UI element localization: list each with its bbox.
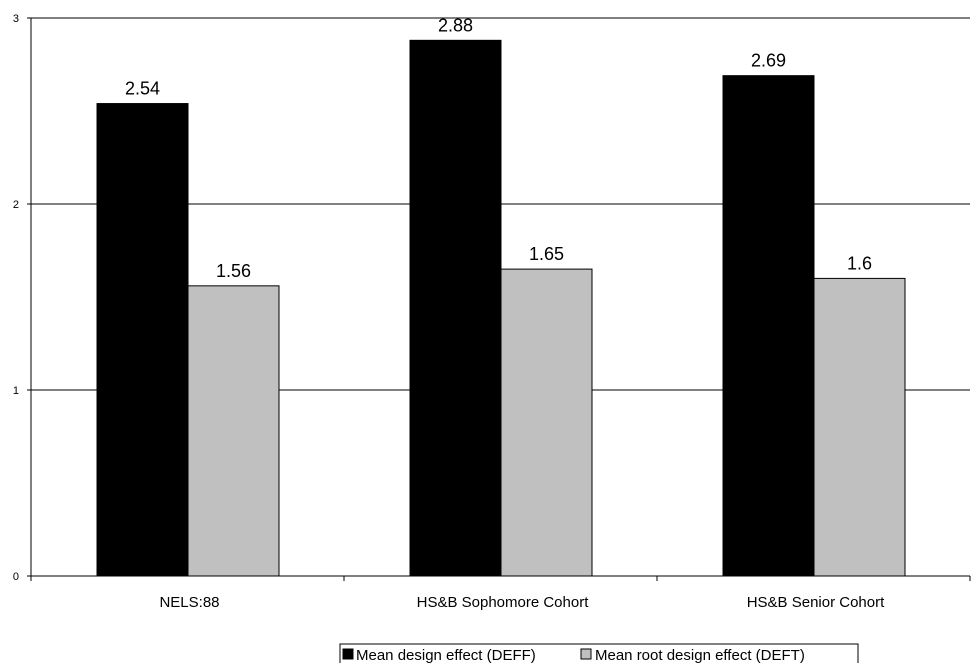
x-tick-label: HS&B Senior Cohort — [747, 594, 885, 611]
bar-deff-1 — [409, 39, 502, 577]
data-label: 1.65 — [529, 244, 564, 264]
legend-label: Mean root design effect (DEFT) — [595, 647, 805, 663]
y-tick-label: 2 — [13, 199, 19, 211]
x-tick-label: HS&B Sophomore Cohort — [417, 594, 590, 611]
x-ticks: NELS:88 HS&B Sophomore Cohort HS&B Senior … — [30, 576, 971, 611]
data-labels: 2.54 1.56 2.88 1.65 2.69 1.6 — [125, 15, 872, 281]
x-tick-label: NELS:88 — [159, 594, 219, 611]
data-label: 2.69 — [751, 51, 786, 71]
y-tick-label: 0 — [13, 571, 19, 583]
bar-deff-0 — [96, 103, 189, 577]
y-tick-label: 1 — [13, 385, 19, 397]
data-label: 1.6 — [847, 253, 872, 273]
bar-deft-0 — [187, 285, 280, 577]
legend-box — [339, 643, 859, 663]
bar-deff-2 — [722, 75, 815, 577]
bar-deft-1 — [500, 268, 593, 577]
data-label: 2.54 — [125, 79, 160, 99]
data-label: 2.88 — [438, 15, 473, 35]
legend-swatch — [580, 648, 592, 660]
data-label: 1.56 — [216, 261, 251, 281]
y-tick-label: 3 — [13, 13, 19, 25]
legend-label: Mean design effect (DEFF) — [356, 647, 536, 663]
bars — [96, 39, 906, 577]
y-ticks: 0 1 2 3 — [13, 13, 31, 583]
axes — [30, 18, 970, 577]
bar-deft-2 — [813, 277, 906, 577]
legend: Mean design effect (DEFF) Mean root desig… — [339, 643, 859, 663]
legend-swatch — [342, 648, 354, 660]
